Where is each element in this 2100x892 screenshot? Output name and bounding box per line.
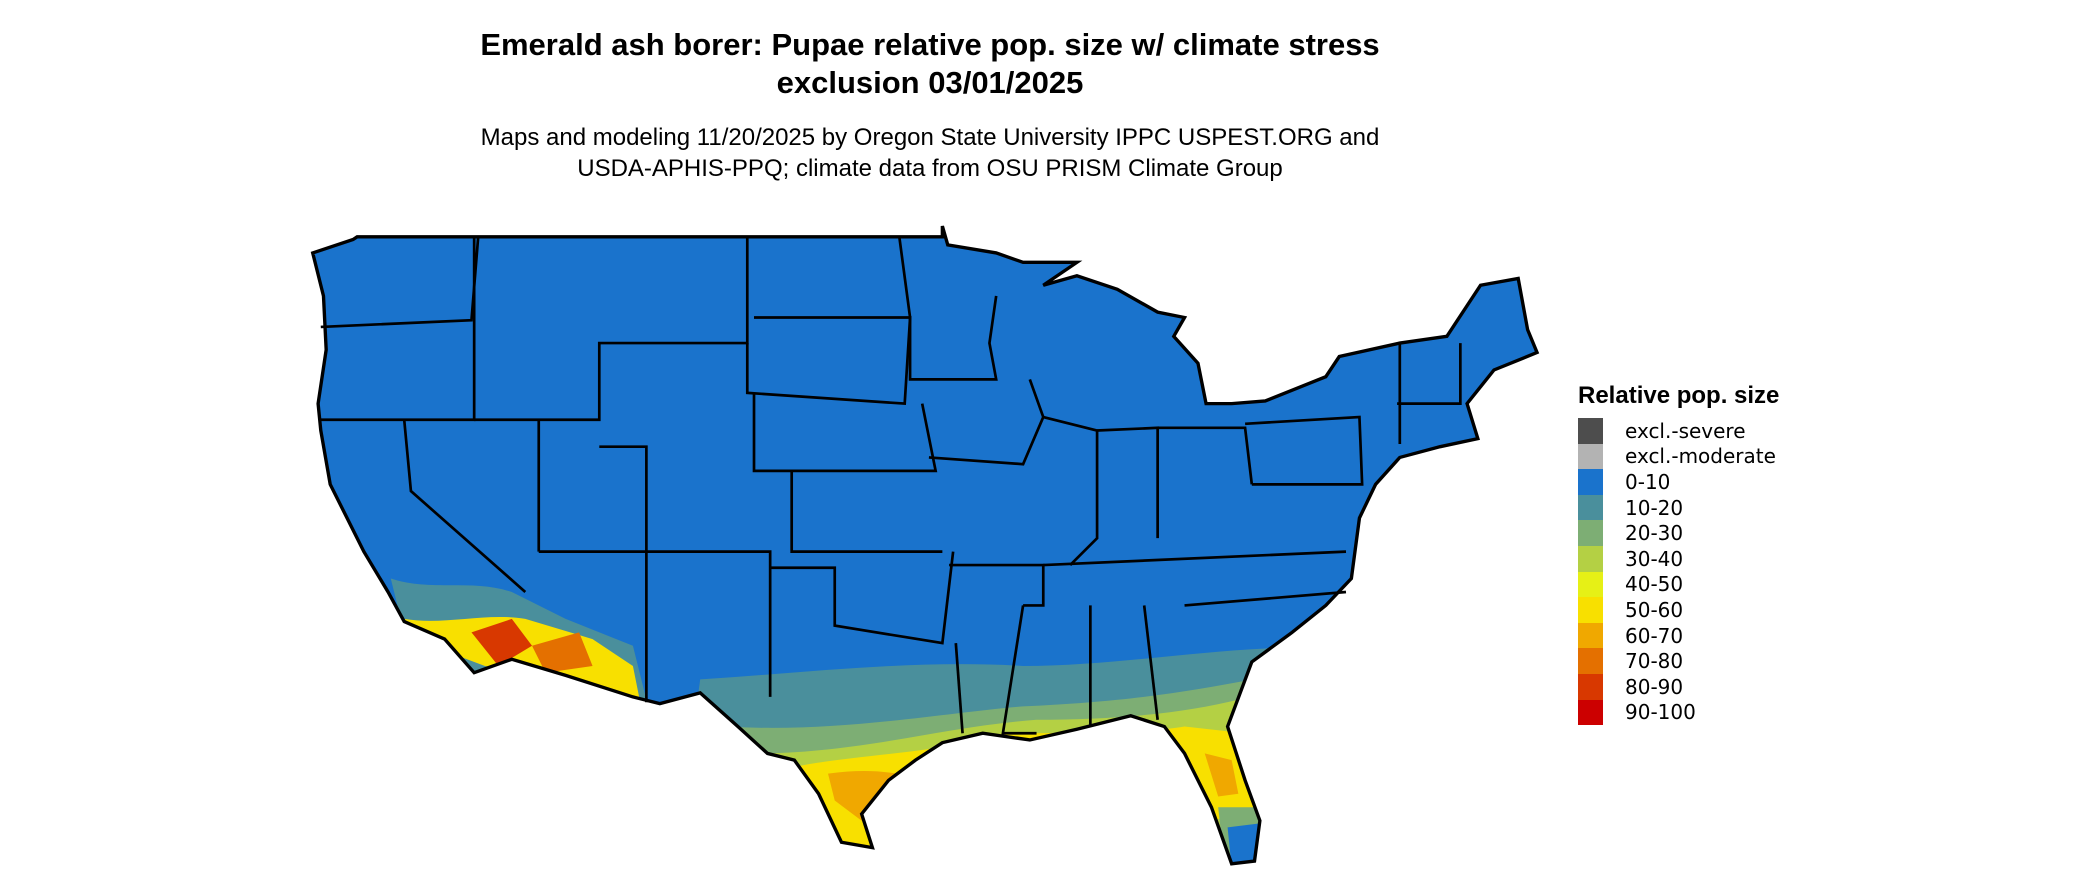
legend-swatch [1578,494,1603,521]
legend-item: 70-80 [1578,648,1779,674]
legend-item: 10-20 [1578,494,1779,521]
legend-label: 0-10 [1625,469,1671,494]
legend-item: excl.-severe [1578,418,1779,444]
legend-swatch [1578,469,1603,495]
legend-swatch [1578,597,1603,623]
legend-label: excl.-severe [1625,418,1746,443]
legend-swatch [1578,571,1603,598]
legend-rows: excl.-severe excl.-moderate 0-10 10-20 20-30… [1578,418,1779,726]
zone-sw-70-80 [532,632,593,673]
subtitle-line-1: Maps and modeling 11/20/2025 by Oregon S… [480,124,1380,151]
legend-item: 90-100 [1578,699,1779,726]
legend-label: 10-20 [1625,495,1684,520]
legend-label: 70-80 [1625,649,1684,674]
legend-title: Relative pop. size [1578,382,1780,409]
legend-item: 20-30 [1578,520,1779,546]
map-subtitle: Maps and modeling 11/20/2025 by Oregon S… [380,122,1480,184]
legend-swatch [1578,545,1603,572]
legend-swatch [1578,673,1603,700]
legend-swatch [1578,418,1603,444]
title-line-2: exclusion 03/01/2025 [776,65,1084,100]
legend-swatch [1578,699,1603,726]
legend-swatch [1578,520,1603,546]
legend-item: 60-70 [1578,622,1779,649]
legend-label: 80-90 [1625,674,1684,699]
map-legend: Relative pop. size excl.-severe excl.-mod… [1578,382,1780,726]
legend-swatch [1578,443,1603,470]
legend-label: 50-60 [1625,597,1684,622]
legend-label: excl.-moderate [1625,444,1776,469]
legend-item: 0-10 [1578,469,1779,495]
title-line-1: Emerald ash borer: Pupae relative pop. s… [480,27,1380,62]
legend-item: excl.-moderate [1578,443,1779,470]
zone-0-10-fl [1227,823,1260,864]
legend-item: 80-90 [1578,673,1779,700]
legend-label: 20-30 [1625,521,1684,546]
legend-item: 50-60 [1578,597,1779,623]
legend-label: 40-50 [1625,572,1684,597]
legend-item: 40-50 [1578,571,1779,598]
state-borders [320,236,1462,735]
legend-label: 90-100 [1625,700,1696,725]
zone-60-70-fl [1204,753,1239,797]
legend-label: 60-70 [1625,623,1684,648]
zone-sw-80-90 [471,618,533,666]
legend-swatch [1578,622,1603,649]
legend-label: 30-40 [1625,546,1684,571]
legend-item: 30-40 [1578,545,1779,572]
subtitle-line-2: USDA-APHIS-PPQ; climate data from OSU PR… [577,155,1283,182]
map-title: Emerald ash borer: Pupae relative pop. s… [380,26,1480,102]
legend-swatch [1578,648,1603,674]
